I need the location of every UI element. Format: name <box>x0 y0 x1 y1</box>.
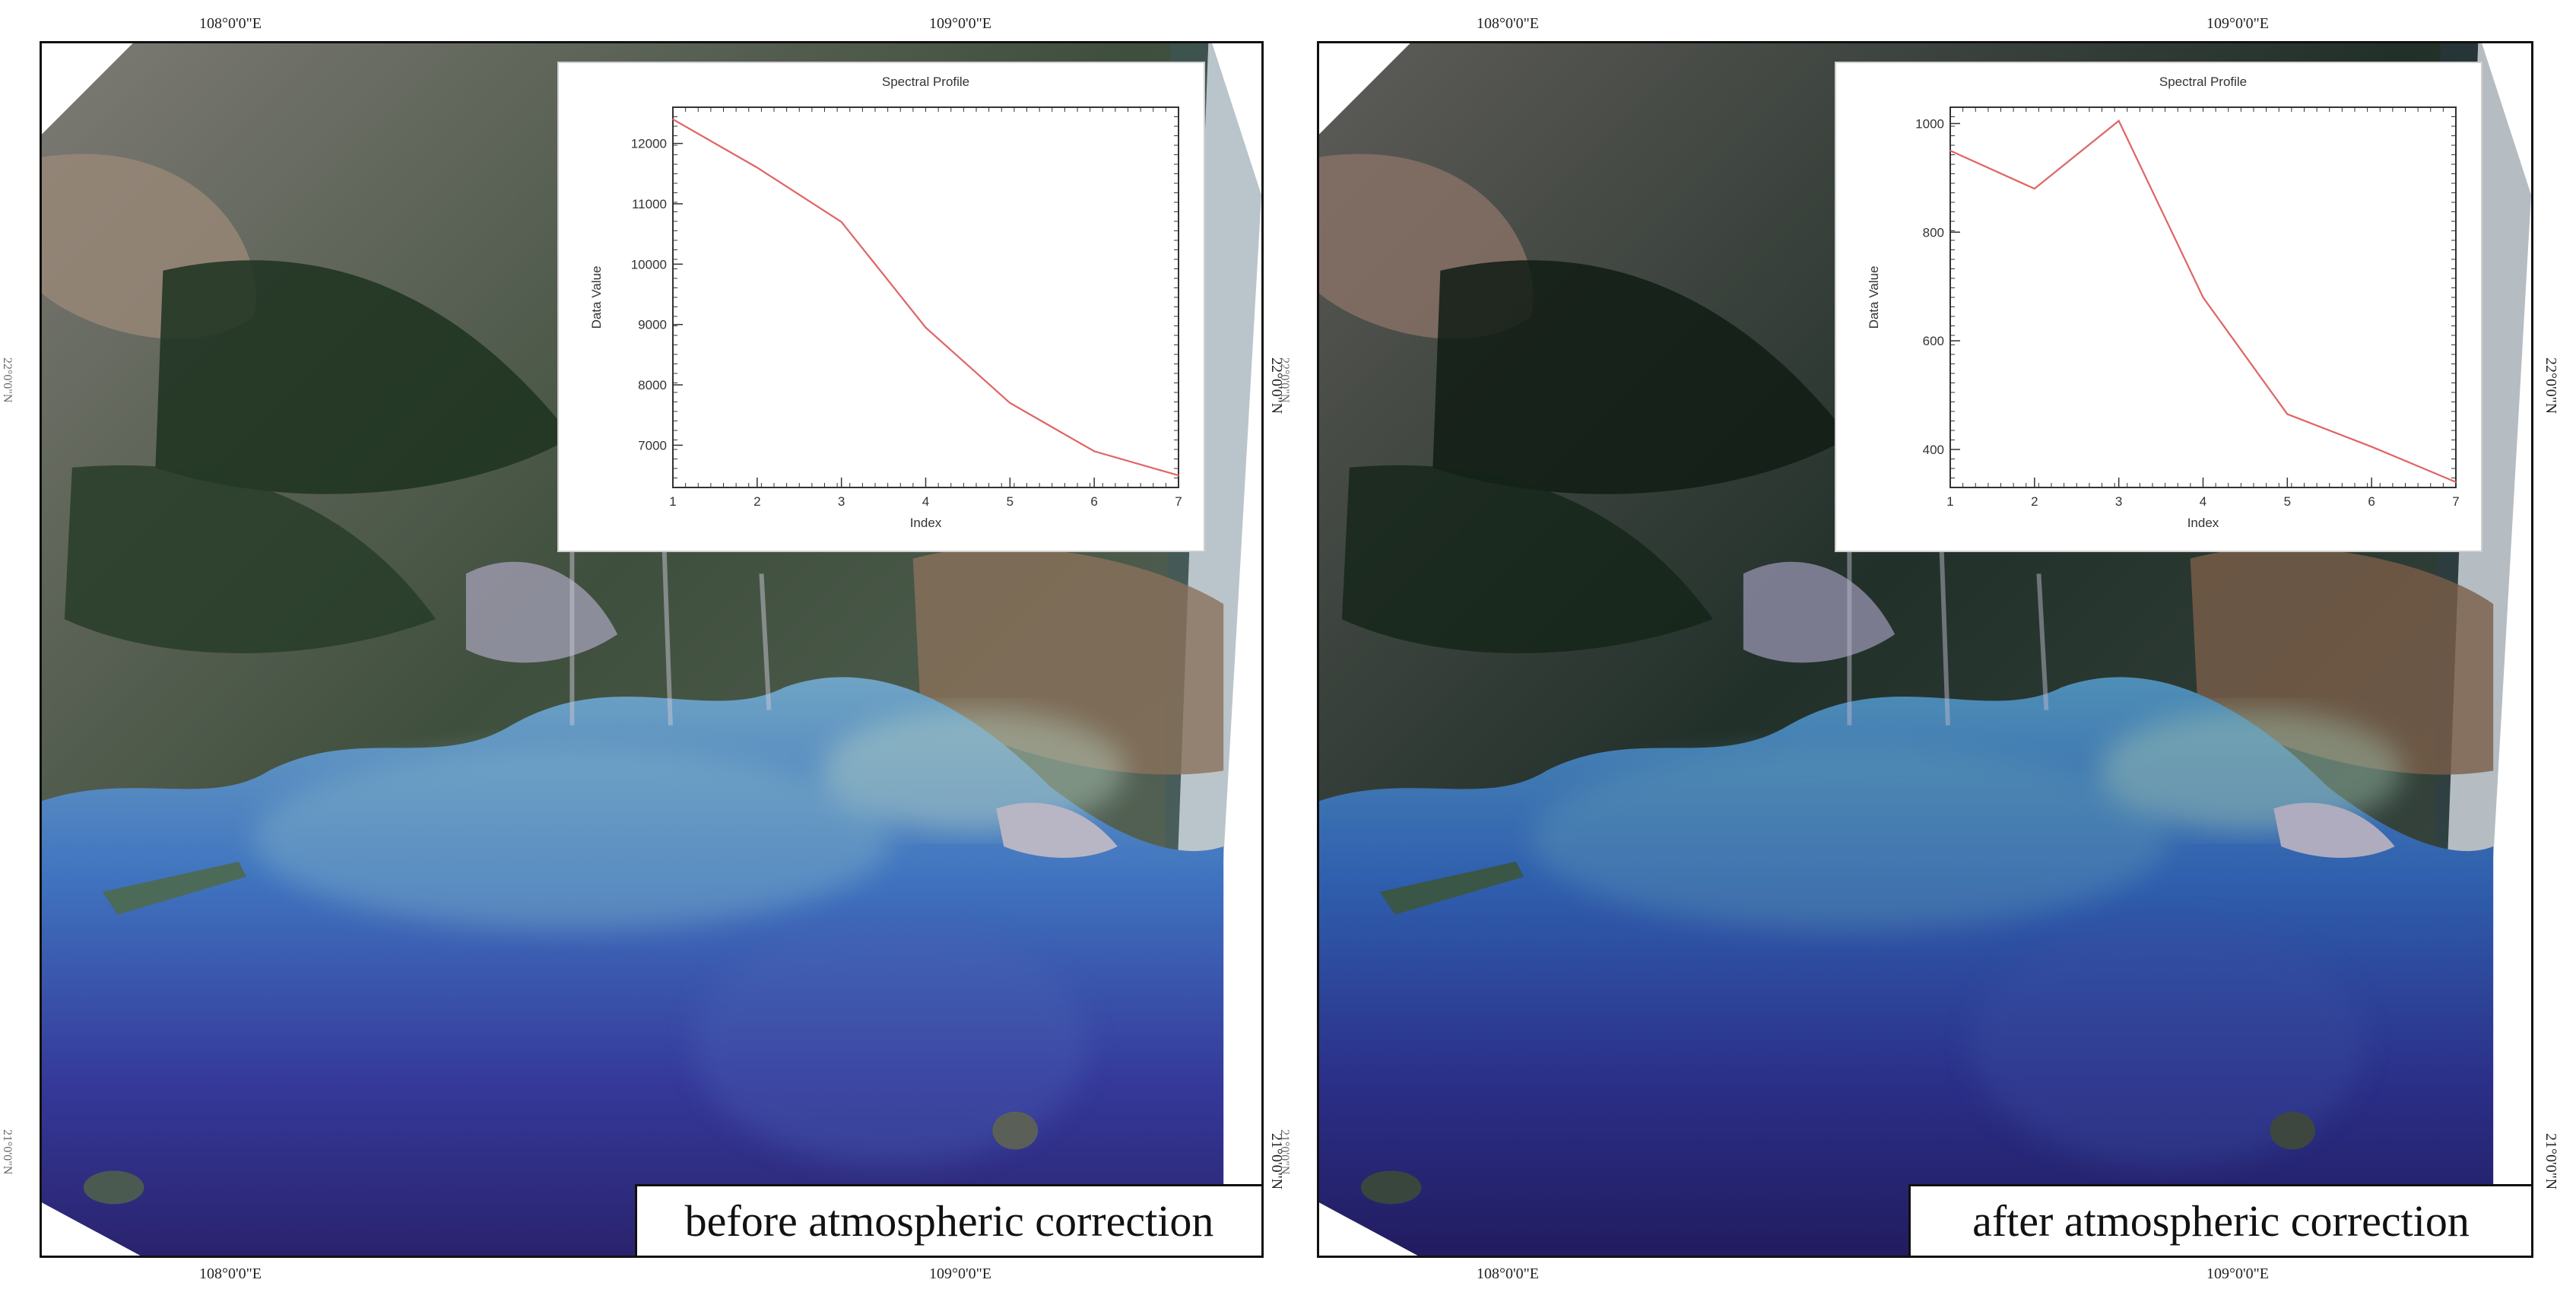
data-point <box>2118 120 2120 122</box>
data-point <box>2286 413 2289 415</box>
coord-bottom-left: 108°0'0"E <box>199 1265 262 1282</box>
data-point <box>2371 446 2372 448</box>
x-tick-label: 2 <box>753 494 760 509</box>
y-tick-label: 600 <box>1923 334 1944 348</box>
caption-before: before atmospheric correction <box>635 1184 1261 1256</box>
x-tick-label: 2 <box>2031 494 2038 509</box>
x-axis-label: Index <box>910 516 942 530</box>
data-point <box>2202 297 2204 298</box>
spectral-profile-inset: Spectral Profile 1 2 3 4 5 6 7 7000 8000 9000 10000… <box>557 62 1205 552</box>
chart-title: Spectral Profile <box>882 75 969 89</box>
coord-top-left: 108°0'0"E <box>199 15 262 32</box>
x-tick-label: 4 <box>2200 494 2206 509</box>
y-axis-label: Data Value <box>589 266 604 329</box>
data-point <box>757 167 758 169</box>
coord-left-lower: 21°0'0"N <box>1 1129 14 1175</box>
spectral-profile-chart: Spectral Profile 1 2 3 4 5 6 7 400 600 800 1000 Inde… <box>1867 75 2460 530</box>
data-point <box>1009 402 1011 404</box>
data-point <box>672 119 674 120</box>
x-tick-label: 4 <box>922 494 929 509</box>
x-tick-label: 5 <box>2284 494 2291 509</box>
data-point <box>1949 150 1951 151</box>
x-tick-label: 1 <box>1946 494 1953 509</box>
data-point <box>1093 450 1095 452</box>
coord-right-upper: 22°0'0"N <box>2543 357 2559 414</box>
x-axis-label: Index <box>2187 516 2219 530</box>
coord-top-right: 109°0'0"E <box>2206 15 2269 32</box>
data-point <box>840 221 842 223</box>
chart-title: Spectral Profile <box>2159 75 2247 89</box>
satellite-image-before: Spectral Profile 1 2 3 4 5 6 7 7000 8000 9000 10000… <box>40 41 1264 1258</box>
data-point <box>925 326 927 329</box>
x-tick-label: 6 <box>1090 494 1097 509</box>
x-tick-label: 3 <box>2115 494 2122 509</box>
x-tick-label: 1 <box>669 494 676 509</box>
spectral-profile-inset: Spectral Profile 1 2 3 4 5 6 7 400 600 800 1000 Inde… <box>1835 62 2482 552</box>
coord-top-right: 109°0'0"E <box>929 15 991 32</box>
series-line <box>1949 119 2457 483</box>
data-point <box>1178 475 1179 476</box>
y-tick-label: 9000 <box>638 318 667 332</box>
x-tick-label: 7 <box>2452 494 2459 509</box>
x-tick-label: 7 <box>1175 494 1182 509</box>
y-tick-label: 1000 <box>1915 116 1944 131</box>
spectral-profile-chart: Spectral Profile 1 2 3 4 5 6 7 7000 8000 9000 10000… <box>589 75 1182 530</box>
caption-after: after atmospheric correction <box>1908 1184 2531 1256</box>
y-tick-label: 400 <box>1923 443 1944 457</box>
map-panel-after: 108°0'0"E 109°0'0"E 108°0'0"E 109°0'0"E … <box>1277 0 2559 1305</box>
x-tick-label: 6 <box>2368 494 2375 509</box>
y-tick-label: 10000 <box>631 257 667 271</box>
coord-bottom-right: 109°0'0"E <box>929 1265 991 1282</box>
coord-left-upper: 22°0'0"N <box>1 357 14 403</box>
x-tick-label: 3 <box>838 494 845 509</box>
coord-top-left: 108°0'0"E <box>1477 15 1539 32</box>
coord-left-upper: 22°0'0"N <box>1278 357 1291 403</box>
coord-right-lower: 21°0'0"N <box>2543 1133 2559 1190</box>
y-tick-label: 8000 <box>638 378 667 392</box>
data-point <box>2455 481 2457 483</box>
series-line <box>672 118 1179 477</box>
y-tick-label: 800 <box>1923 225 1944 240</box>
satellite-image-after: Spectral Profile 1 2 3 4 5 6 7 400 600 800 1000 Inde… <box>1317 41 2533 1258</box>
x-tick-label: 5 <box>1007 494 1014 509</box>
data-point <box>2034 188 2035 189</box>
coord-bottom-right: 109°0'0"E <box>2206 1265 2269 1282</box>
y-tick-label: 12000 <box>631 137 667 151</box>
coord-left-lower: 21°0'0"N <box>1278 1129 1291 1175</box>
y-tick-label: 11000 <box>632 197 667 211</box>
plot-area <box>672 106 1179 488</box>
y-axis-label: Data Value <box>1867 266 1881 329</box>
y-tick-label: 7000 <box>638 438 667 452</box>
map-panel-before: 108°0'0"E 109°0'0"E 108°0'0"E 109°0'0"E … <box>0 0 1285 1305</box>
coord-bottom-left: 108°0'0"E <box>1477 1265 1539 1282</box>
